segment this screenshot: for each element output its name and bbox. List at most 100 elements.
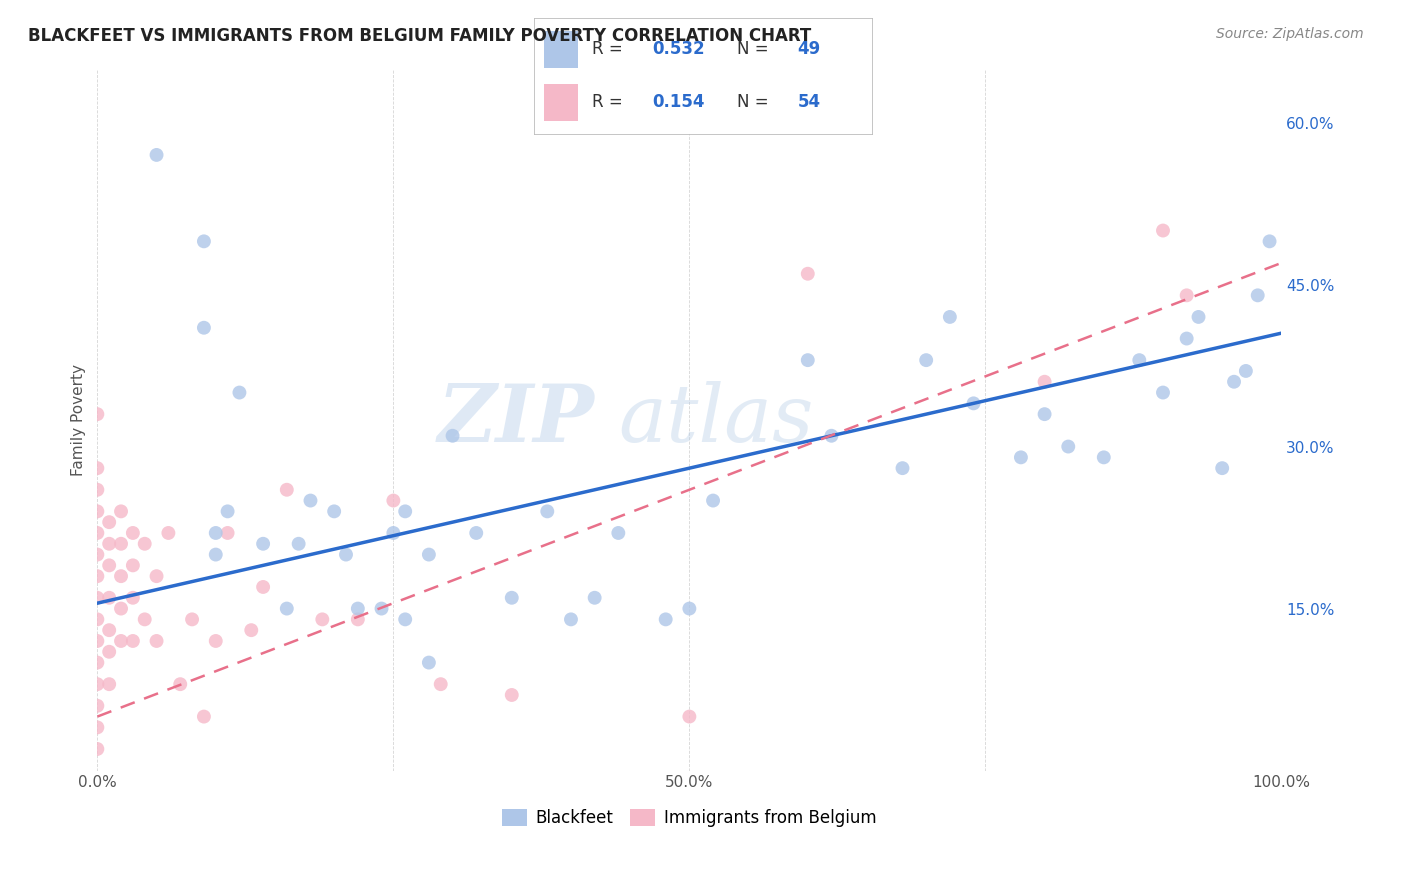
Point: [465, 525, 488, 540]
Point: [86, 569, 108, 583]
Point: [1033, 407, 1056, 421]
Point: [347, 612, 370, 626]
Point: [276, 483, 298, 497]
Text: R =: R =: [592, 40, 627, 58]
Text: Source: ZipAtlas.com: Source: ZipAtlas.com: [1216, 27, 1364, 41]
Point: [157, 525, 180, 540]
Point: [86, 504, 108, 518]
Point: [110, 634, 132, 648]
Point: [501, 591, 523, 605]
Point: [240, 623, 263, 637]
Point: [252, 580, 274, 594]
Text: 54: 54: [797, 94, 821, 112]
Point: [1152, 223, 1174, 237]
Point: [394, 612, 416, 626]
Point: [915, 353, 938, 368]
Point: [1175, 288, 1198, 302]
Point: [86, 591, 108, 605]
Point: [204, 634, 226, 648]
Point: [1033, 375, 1056, 389]
Text: BLACKFEET VS IMMIGRANTS FROM BELGIUM FAMILY POVERTY CORRELATION CHART: BLACKFEET VS IMMIGRANTS FROM BELGIUM FAM…: [28, 27, 811, 45]
Point: [1211, 461, 1233, 475]
Point: [1187, 310, 1209, 324]
Bar: [544, 84, 578, 121]
Point: [86, 634, 108, 648]
Point: [382, 493, 405, 508]
Y-axis label: Family Poverty: Family Poverty: [72, 364, 86, 475]
Point: [678, 709, 700, 723]
Text: 49: 49: [797, 40, 821, 58]
Text: ZIP: ZIP: [437, 381, 595, 458]
Point: [1092, 450, 1115, 465]
Point: [654, 612, 676, 626]
Point: [98, 515, 121, 529]
Point: [86, 483, 108, 497]
Point: [501, 688, 523, 702]
Point: [797, 267, 820, 281]
Point: [299, 493, 322, 508]
Point: [287, 537, 309, 551]
Point: [418, 656, 440, 670]
Point: [110, 569, 132, 583]
Point: [217, 504, 239, 518]
Point: [217, 525, 239, 540]
Point: [702, 493, 724, 508]
Point: [1223, 375, 1246, 389]
Point: [134, 537, 156, 551]
Point: [110, 504, 132, 518]
Point: [204, 548, 226, 562]
Point: [181, 612, 204, 626]
Text: R =: R =: [592, 94, 627, 112]
Point: [86, 656, 108, 670]
Point: [193, 235, 215, 249]
Point: [536, 504, 558, 518]
Point: [1175, 332, 1198, 346]
Point: [110, 537, 132, 551]
Point: [98, 537, 121, 551]
Point: [382, 525, 405, 540]
Point: [193, 709, 215, 723]
Point: [252, 537, 274, 551]
Point: [145, 569, 167, 583]
Point: [370, 601, 392, 615]
Point: [560, 612, 582, 626]
Point: [228, 385, 250, 400]
Point: [276, 601, 298, 615]
Point: [607, 525, 630, 540]
Point: [1010, 450, 1032, 465]
Point: [145, 634, 167, 648]
Point: [134, 612, 156, 626]
Point: [323, 504, 346, 518]
Point: [1234, 364, 1257, 378]
Point: [335, 548, 357, 562]
Point: [1128, 353, 1150, 368]
Point: [193, 320, 215, 334]
Point: [86, 698, 108, 713]
Point: [1247, 288, 1270, 302]
Point: [583, 591, 606, 605]
Point: [145, 148, 167, 162]
Point: [1258, 235, 1281, 249]
Point: [429, 677, 451, 691]
Legend: Blackfeet, Immigrants from Belgium: Blackfeet, Immigrants from Belgium: [496, 802, 883, 834]
Point: [98, 677, 121, 691]
Bar: [544, 30, 578, 68]
Text: 0.154: 0.154: [652, 94, 704, 112]
Point: [347, 601, 370, 615]
Point: [86, 677, 108, 691]
Point: [86, 461, 108, 475]
Point: [86, 720, 108, 734]
Point: [86, 407, 108, 421]
Point: [939, 310, 962, 324]
Point: [98, 558, 121, 573]
Point: [122, 591, 145, 605]
Point: [86, 612, 108, 626]
Point: [1057, 440, 1080, 454]
Point: [962, 396, 984, 410]
Point: [122, 525, 145, 540]
Point: [122, 558, 145, 573]
Point: [394, 504, 416, 518]
Text: 0.532: 0.532: [652, 40, 704, 58]
Text: N =: N =: [737, 40, 773, 58]
Point: [891, 461, 914, 475]
